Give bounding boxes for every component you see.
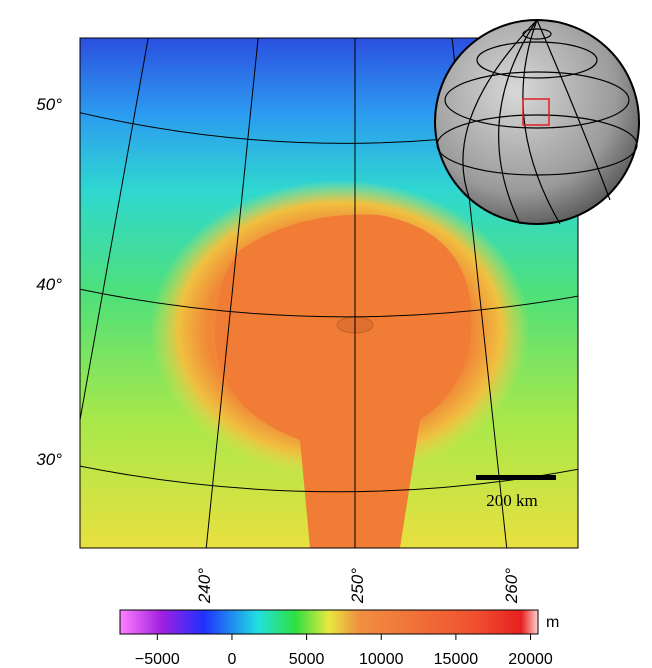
longitude-label: 250° <box>348 568 367 604</box>
scale-bar <box>476 475 556 480</box>
scale-label: 200 km <box>486 491 537 510</box>
globe-inset <box>434 19 640 225</box>
colorbar-tick-label: 15000 <box>434 651 479 668</box>
latitude-label: 50° <box>36 95 62 114</box>
colorbar-tick-label: −5000 <box>135 651 180 668</box>
volcano-summit <box>215 214 472 548</box>
colorbar <box>119 609 539 635</box>
colorbar-tick-label: 20000 <box>508 651 553 668</box>
latitude-label: 30° <box>36 450 62 469</box>
colorbar-tick-label: 5000 <box>289 651 325 668</box>
longitude-label: 260° <box>502 568 521 604</box>
colorbar-tick-label: 10000 <box>359 651 404 668</box>
colorbar-unit: m <box>546 614 559 631</box>
colorbar-tick-label: 0 <box>228 651 237 668</box>
longitude-label: 240° <box>195 568 214 604</box>
map-frame <box>79 37 579 549</box>
latitude-label: 40° <box>36 275 62 294</box>
